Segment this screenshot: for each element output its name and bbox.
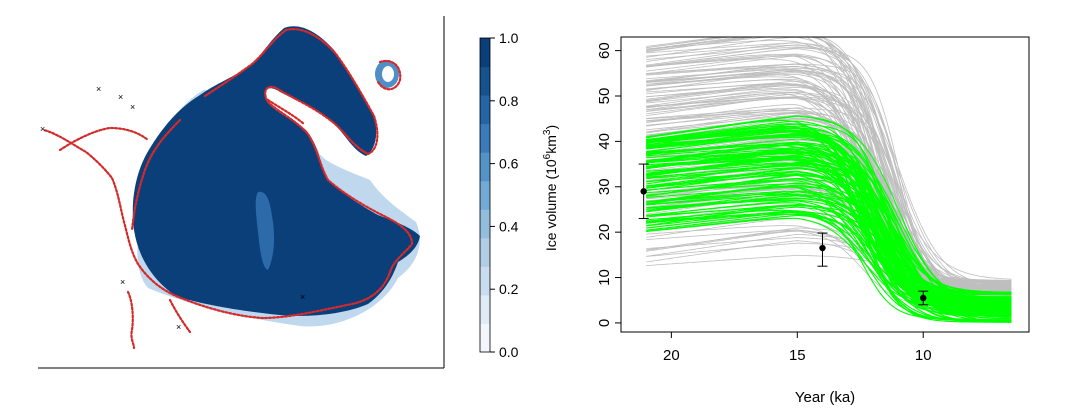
ensemble-line	[646, 120, 1012, 295]
margin-line-main	[42, 28, 414, 320]
ensemble-line	[646, 144, 1012, 303]
ensemble-line	[646, 210, 1012, 298]
x-axis-label: Year (ka)	[795, 389, 855, 406]
ice-volume-plot: 20 15 10 0 10 20 30 40 50 60 Year (ka) Ice volum…	[542, 36, 1030, 406]
ensemble-line	[646, 47, 1012, 288]
ensemble-line	[646, 88, 1012, 283]
observation-point	[819, 244, 826, 252]
colorbar-frame	[479, 37, 491, 353]
colorbar-swatch	[480, 294, 490, 324]
ensemble-line	[646, 42, 1012, 293]
colorbar-tick-label: 0.8	[499, 93, 519, 109]
plot-frame	[620, 36, 1030, 333]
ice-sheet-main	[132, 26, 420, 316]
colorbar-swatch	[480, 152, 490, 182]
y-tick-label: 30	[596, 178, 613, 195]
colorbar-swatch	[480, 123, 490, 153]
x-tick-label: 10	[915, 347, 932, 364]
ensemble-line	[646, 174, 1012, 298]
observation-point	[920, 294, 927, 302]
margin-line-west	[58, 126, 150, 152]
y-tick-label: 10	[596, 269, 613, 286]
colorbar: 1.0 0.8 0.6 0.4 0.2 0.0	[479, 30, 519, 360]
y-tick-label: 40	[596, 133, 613, 150]
svg-text:×: ×	[130, 102, 135, 112]
colorbar-swatch	[480, 323, 490, 353]
margin-line-south-a	[126, 290, 136, 350]
observations	[638, 163, 929, 306]
y-axis-label: Ice volume (106km3)	[542, 125, 559, 251]
svg-text:×: ×	[40, 124, 45, 134]
ensemble-line	[646, 76, 1012, 294]
colorbar-swatch	[480, 237, 490, 267]
ensemble-line	[646, 182, 1012, 307]
y-tick-label: 0	[596, 319, 613, 327]
svg-text:×: ×	[96, 84, 101, 94]
colorbar-tick-label: 0.4	[499, 218, 519, 234]
colorbar-swatch	[480, 95, 490, 125]
svg-text:×: ×	[120, 277, 125, 287]
margin-line-island	[376, 59, 402, 91]
svg-text:×: ×	[176, 322, 181, 332]
ensemble-line	[646, 156, 1012, 314]
colorbar-tick-label: 0.6	[499, 156, 519, 172]
ensemble-line	[646, 158, 1012, 306]
ensemble-line	[646, 199, 1012, 322]
colorbar-swatch	[480, 266, 490, 296]
margin-line-south-b	[168, 298, 192, 334]
ensemble-line	[646, 158, 1012, 294]
x-tick-label: 15	[789, 347, 806, 364]
x-tick-label: 20	[663, 347, 680, 364]
y-tick-label: 50	[596, 88, 613, 105]
ensemble-line	[646, 130, 1012, 304]
y-tick-label: 20	[596, 224, 613, 241]
colorbar-swatch	[480, 180, 490, 210]
colorbar-swatch	[480, 66, 490, 96]
ice-interior-patch	[255, 191, 275, 270]
colorbar-swatch	[480, 209, 490, 239]
margin-line-inlet	[266, 98, 306, 126]
ensemble-line	[646, 64, 1012, 291]
colorbar-swatch	[480, 38, 490, 68]
ensemble-line	[646, 109, 1012, 285]
x-axis: 20 15 10	[663, 332, 932, 364]
ensemble-lines	[646, 37, 1012, 323]
y-tick-label: 60	[596, 42, 613, 59]
margin-line-inner	[130, 118, 182, 232]
colorbar-tick-label: 0.2	[499, 281, 519, 297]
ensemble-line	[646, 213, 1012, 299]
ensemble-line	[646, 152, 1012, 295]
ensemble-line	[646, 157, 1012, 307]
ensemble-line	[646, 206, 1012, 309]
ensemble-line	[646, 144, 1012, 294]
ice-sheet-map: × × × × × × ×	[40, 26, 420, 350]
svg-text:×: ×	[300, 292, 305, 302]
colorbar-tick-label: 0.0	[499, 344, 519, 360]
colorbar-tick-label: 1.0	[499, 30, 519, 46]
island-ice-cap-core	[382, 66, 394, 82]
ensemble-line	[646, 185, 1012, 299]
margin-markers: × × × × × × ×	[40, 84, 305, 332]
ensemble-line	[646, 229, 1012, 287]
observation-point	[640, 188, 647, 195]
y-axis: 0 10 20 30 40 50 60	[596, 42, 621, 327]
ensemble-line	[646, 133, 1012, 299]
ensemble-line	[646, 150, 1012, 319]
svg-text:×: ×	[118, 92, 123, 102]
